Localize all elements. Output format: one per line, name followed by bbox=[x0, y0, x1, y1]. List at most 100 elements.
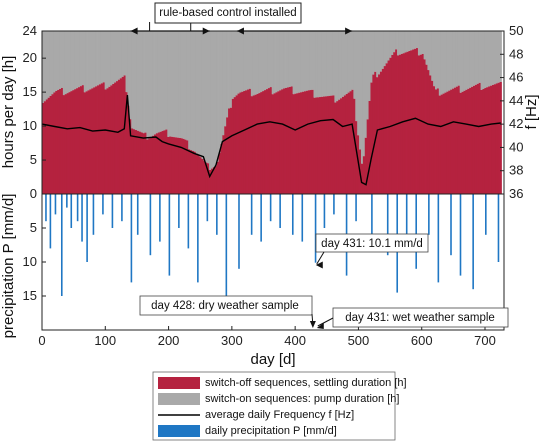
settling-duration-bar bbox=[436, 88, 440, 194]
pump-duration-bar bbox=[419, 31, 423, 55]
pump-duration-bar bbox=[313, 31, 316, 98]
settling-duration-bar bbox=[332, 95, 335, 194]
pump-duration-bar bbox=[186, 31, 189, 141]
settling-duration-bar bbox=[78, 87, 81, 194]
settling-duration-bar bbox=[490, 85, 493, 194]
settling-duration-bar bbox=[193, 151, 197, 194]
pump-duration-bar bbox=[233, 31, 237, 98]
settling-duration-bar bbox=[378, 74, 381, 194]
settling-duration-bar bbox=[161, 131, 164, 194]
settling-duration-bar bbox=[68, 92, 71, 194]
settling-duration-bar bbox=[191, 150, 195, 194]
pump-duration-bar bbox=[334, 31, 337, 103]
settling-duration-bar bbox=[495, 83, 499, 194]
settling-duration-bar bbox=[190, 150, 193, 194]
precipitation-bar bbox=[333, 194, 335, 215]
pump-duration-bar bbox=[321, 31, 324, 97]
pump-duration-bar bbox=[191, 31, 195, 151]
pump-duration-bar bbox=[285, 31, 288, 88]
settling-duration-bar bbox=[180, 138, 183, 194]
settling-duration-bar bbox=[285, 87, 288, 194]
pump-duration-bar bbox=[237, 31, 240, 94]
pump-duration-bar bbox=[144, 31, 147, 133]
pump-duration-bar bbox=[275, 31, 278, 93]
pump-duration-bar bbox=[123, 31, 126, 76]
pump-duration-bar bbox=[294, 31, 297, 94]
pump-duration-bar bbox=[165, 31, 168, 130]
settling-duration-bar bbox=[328, 95, 331, 194]
pump-duration-bar bbox=[264, 31, 267, 91]
settling-duration-bar bbox=[201, 158, 204, 194]
pump-duration-bar bbox=[199, 31, 202, 158]
settling-duration-bar bbox=[469, 87, 472, 194]
precipitation-bar bbox=[386, 194, 389, 256]
pump-duration-bar bbox=[493, 31, 497, 85]
settling-duration-bar bbox=[271, 94, 275, 194]
pump-duration-bar bbox=[226, 31, 229, 118]
settling-duration-bar bbox=[98, 84, 102, 194]
settling-duration-bar bbox=[256, 93, 259, 194]
settling-duration-bar bbox=[188, 149, 191, 194]
settling-duration-bar bbox=[383, 66, 387, 194]
pump-duration-bar bbox=[193, 31, 197, 152]
pump-duration-bar bbox=[425, 31, 428, 65]
settling-duration-bar bbox=[393, 52, 396, 195]
pump-duration-bar bbox=[472, 31, 476, 86]
settling-duration-bar bbox=[425, 64, 428, 194]
precipitation-bar bbox=[291, 194, 294, 235]
y-right-tick-label: 44 bbox=[509, 93, 523, 108]
settling-duration-bar bbox=[317, 97, 320, 194]
settling-duration-bar bbox=[102, 82, 106, 194]
pump-duration-bar bbox=[495, 31, 499, 84]
arrow-head bbox=[309, 321, 316, 328]
settling-duration-bar bbox=[62, 95, 66, 194]
settling-duration-bar bbox=[486, 87, 489, 194]
settling-duration-bar bbox=[146, 139, 149, 194]
pump-duration-bar bbox=[324, 31, 328, 97]
pump-duration-bar bbox=[267, 31, 271, 89]
settling-duration-bar bbox=[43, 101, 47, 194]
settling-duration-bar bbox=[281, 89, 284, 194]
precipitation-bar bbox=[102, 194, 104, 215]
pump-duration-bar bbox=[387, 31, 390, 61]
settling-duration-bar bbox=[87, 90, 90, 194]
settling-duration-bar bbox=[497, 82, 500, 194]
settling-duration-bar bbox=[372, 74, 375, 194]
pump-duration-bar bbox=[210, 31, 214, 169]
precipitation-bar bbox=[92, 194, 95, 235]
pump-duration-bar bbox=[488, 31, 491, 87]
settling-duration-bar bbox=[408, 51, 411, 194]
pointer-day431-precip bbox=[316, 251, 325, 265]
pump-duration-bar bbox=[340, 31, 343, 99]
pump-duration-bar bbox=[463, 31, 466, 91]
settling-duration-bar bbox=[438, 95, 442, 194]
settling-duration-bar bbox=[93, 87, 96, 194]
pump-duration-bar bbox=[224, 31, 227, 127]
settling-duration-bar bbox=[355, 121, 358, 194]
settling-duration-bar bbox=[288, 86, 292, 194]
pump-duration-bar bbox=[271, 31, 275, 95]
pump-duration-bar bbox=[372, 31, 375, 75]
settling-duration-bar bbox=[171, 136, 174, 194]
pump-duration-bar bbox=[258, 31, 261, 94]
settling-duration-bar bbox=[454, 87, 457, 194]
settling-duration-bar bbox=[452, 88, 455, 194]
pump-duration-bar bbox=[440, 31, 444, 95]
annotation-day431-precip-box bbox=[315, 233, 429, 253]
settling-duration-bar bbox=[397, 55, 400, 195]
pump-duration-bar bbox=[330, 31, 333, 96]
settling-duration-bar bbox=[467, 88, 470, 194]
settling-duration-bar bbox=[100, 83, 104, 194]
precipitation-bar bbox=[111, 194, 114, 228]
settling-duration-bar bbox=[326, 96, 330, 194]
annotation-day431-precip-label: day 431: 10.1 mm/d bbox=[321, 238, 423, 250]
precipitation-bar bbox=[415, 194, 417, 269]
y-left-tick-label: 10 bbox=[23, 118, 37, 133]
y-right-tick-label: 36 bbox=[509, 186, 523, 201]
y-axis-label-frequency: f [Hz] bbox=[523, 94, 540, 129]
y-axis-label-precipitation: precipitation P [mm/d] bbox=[0, 194, 17, 339]
pump-duration-bar bbox=[290, 31, 294, 87]
settling-duration-bar bbox=[414, 48, 417, 195]
pump-duration-bar bbox=[78, 31, 81, 88]
pump-duration-bar bbox=[480, 31, 483, 91]
